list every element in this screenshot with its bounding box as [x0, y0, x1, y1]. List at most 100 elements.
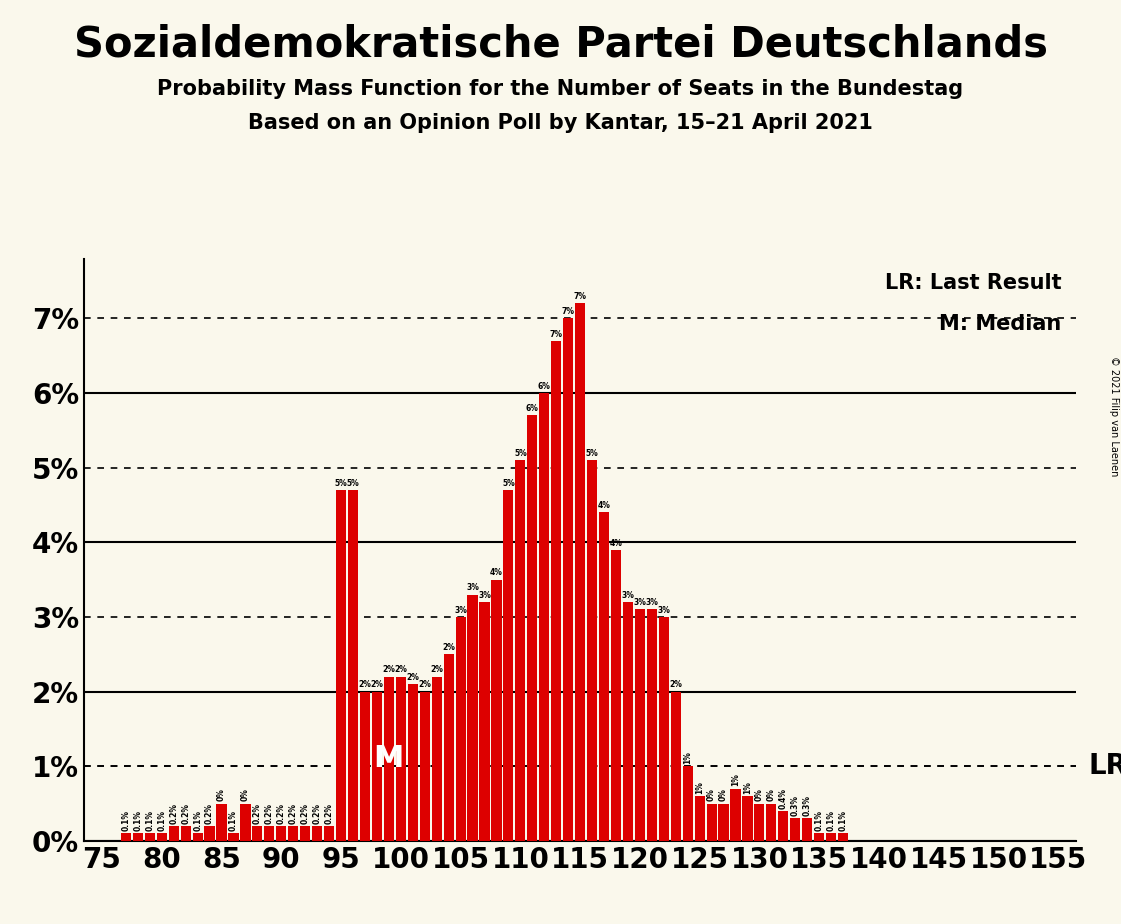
Bar — [695, 796, 705, 841]
Text: 3%: 3% — [633, 598, 647, 607]
Bar — [288, 826, 298, 841]
Text: 4%: 4% — [597, 501, 611, 510]
Bar — [121, 833, 131, 841]
Text: 0.1%: 0.1% — [229, 810, 238, 832]
Text: 3%: 3% — [621, 590, 634, 600]
Bar — [767, 804, 777, 841]
Text: 4%: 4% — [490, 568, 503, 578]
Text: 5%: 5% — [513, 449, 527, 458]
Text: 0.2%: 0.2% — [205, 803, 214, 823]
Bar — [408, 684, 418, 841]
Text: Sozialdemokratische Partei Deutschlands: Sozialdemokratische Partei Deutschlands — [74, 23, 1047, 65]
Bar — [731, 788, 741, 841]
Text: 7%: 7% — [574, 292, 586, 301]
Bar — [742, 796, 752, 841]
Text: 0.2%: 0.2% — [325, 803, 334, 823]
Bar — [467, 594, 478, 841]
Text: 0.1%: 0.1% — [815, 810, 824, 832]
Bar — [719, 804, 729, 841]
Bar — [803, 819, 813, 841]
Text: 7%: 7% — [549, 330, 563, 338]
Bar — [157, 833, 167, 841]
Text: 2%: 2% — [442, 643, 455, 652]
Bar — [790, 819, 800, 841]
Bar — [396, 676, 406, 841]
Bar — [252, 826, 262, 841]
Text: 5%: 5% — [502, 479, 515, 488]
Text: 0.4%: 0.4% — [779, 788, 788, 808]
Text: Based on an Opinion Poll by Kantar, 15–21 April 2021: Based on an Opinion Poll by Kantar, 15–2… — [248, 113, 873, 133]
Text: 2%: 2% — [382, 665, 396, 675]
Bar — [491, 579, 501, 841]
Bar — [683, 766, 693, 841]
Text: 5%: 5% — [585, 449, 599, 458]
Bar — [312, 826, 322, 841]
Text: 0.2%: 0.2% — [265, 803, 274, 823]
Text: 2%: 2% — [430, 665, 443, 675]
Bar — [432, 676, 442, 841]
Text: 0.2%: 0.2% — [182, 803, 191, 823]
Bar — [168, 826, 179, 841]
Text: 2%: 2% — [406, 673, 419, 682]
Bar — [670, 691, 680, 841]
Text: 0.3%: 0.3% — [790, 796, 799, 816]
Text: 1%: 1% — [683, 751, 692, 764]
Bar — [839, 833, 849, 841]
Text: 4%: 4% — [610, 539, 622, 548]
Text: 2%: 2% — [395, 665, 407, 675]
Bar — [300, 826, 311, 841]
Bar — [383, 676, 393, 841]
Text: 0%: 0% — [767, 788, 776, 801]
Bar — [204, 826, 214, 841]
Bar — [336, 490, 346, 841]
Bar — [623, 602, 633, 841]
Text: 3%: 3% — [646, 598, 658, 607]
Bar — [599, 513, 609, 841]
Text: 1%: 1% — [731, 773, 740, 786]
Bar — [754, 804, 765, 841]
Bar — [563, 319, 573, 841]
Bar — [552, 341, 562, 841]
Bar — [145, 833, 155, 841]
Bar — [503, 490, 513, 841]
Bar — [372, 691, 382, 841]
Bar — [444, 654, 454, 841]
Bar — [216, 804, 226, 841]
Text: 0.3%: 0.3% — [803, 796, 812, 816]
Bar — [778, 811, 788, 841]
Bar — [348, 490, 358, 841]
Bar — [706, 804, 716, 841]
Text: 0.2%: 0.2% — [313, 803, 322, 823]
Bar — [132, 833, 143, 841]
Bar — [647, 610, 657, 841]
Text: 6%: 6% — [538, 382, 550, 391]
Text: M: M — [373, 744, 404, 773]
Bar — [276, 826, 286, 841]
Text: 2%: 2% — [370, 680, 383, 689]
Text: 3%: 3% — [454, 606, 467, 614]
Text: 2%: 2% — [359, 680, 371, 689]
Bar — [611, 550, 621, 841]
Bar — [539, 393, 549, 841]
Text: 0.1%: 0.1% — [193, 810, 202, 832]
Text: 0.2%: 0.2% — [253, 803, 262, 823]
Text: 1%: 1% — [743, 781, 752, 794]
Text: 0.2%: 0.2% — [300, 803, 309, 823]
Text: 0%: 0% — [719, 788, 728, 801]
Text: 0%: 0% — [754, 788, 763, 801]
Text: 0.2%: 0.2% — [289, 803, 298, 823]
Text: 0.2%: 0.2% — [169, 803, 178, 823]
Text: 7%: 7% — [562, 307, 575, 316]
Bar — [419, 691, 429, 841]
Bar — [193, 833, 203, 841]
Text: 2%: 2% — [669, 680, 683, 689]
Bar — [455, 617, 465, 841]
Bar — [240, 804, 250, 841]
Bar — [527, 416, 537, 841]
Text: 3%: 3% — [466, 583, 479, 592]
Text: 0.1%: 0.1% — [826, 810, 835, 832]
Text: 3%: 3% — [657, 606, 670, 614]
Text: 5%: 5% — [346, 479, 360, 488]
Bar — [180, 826, 191, 841]
Text: 0.1%: 0.1% — [133, 810, 142, 832]
